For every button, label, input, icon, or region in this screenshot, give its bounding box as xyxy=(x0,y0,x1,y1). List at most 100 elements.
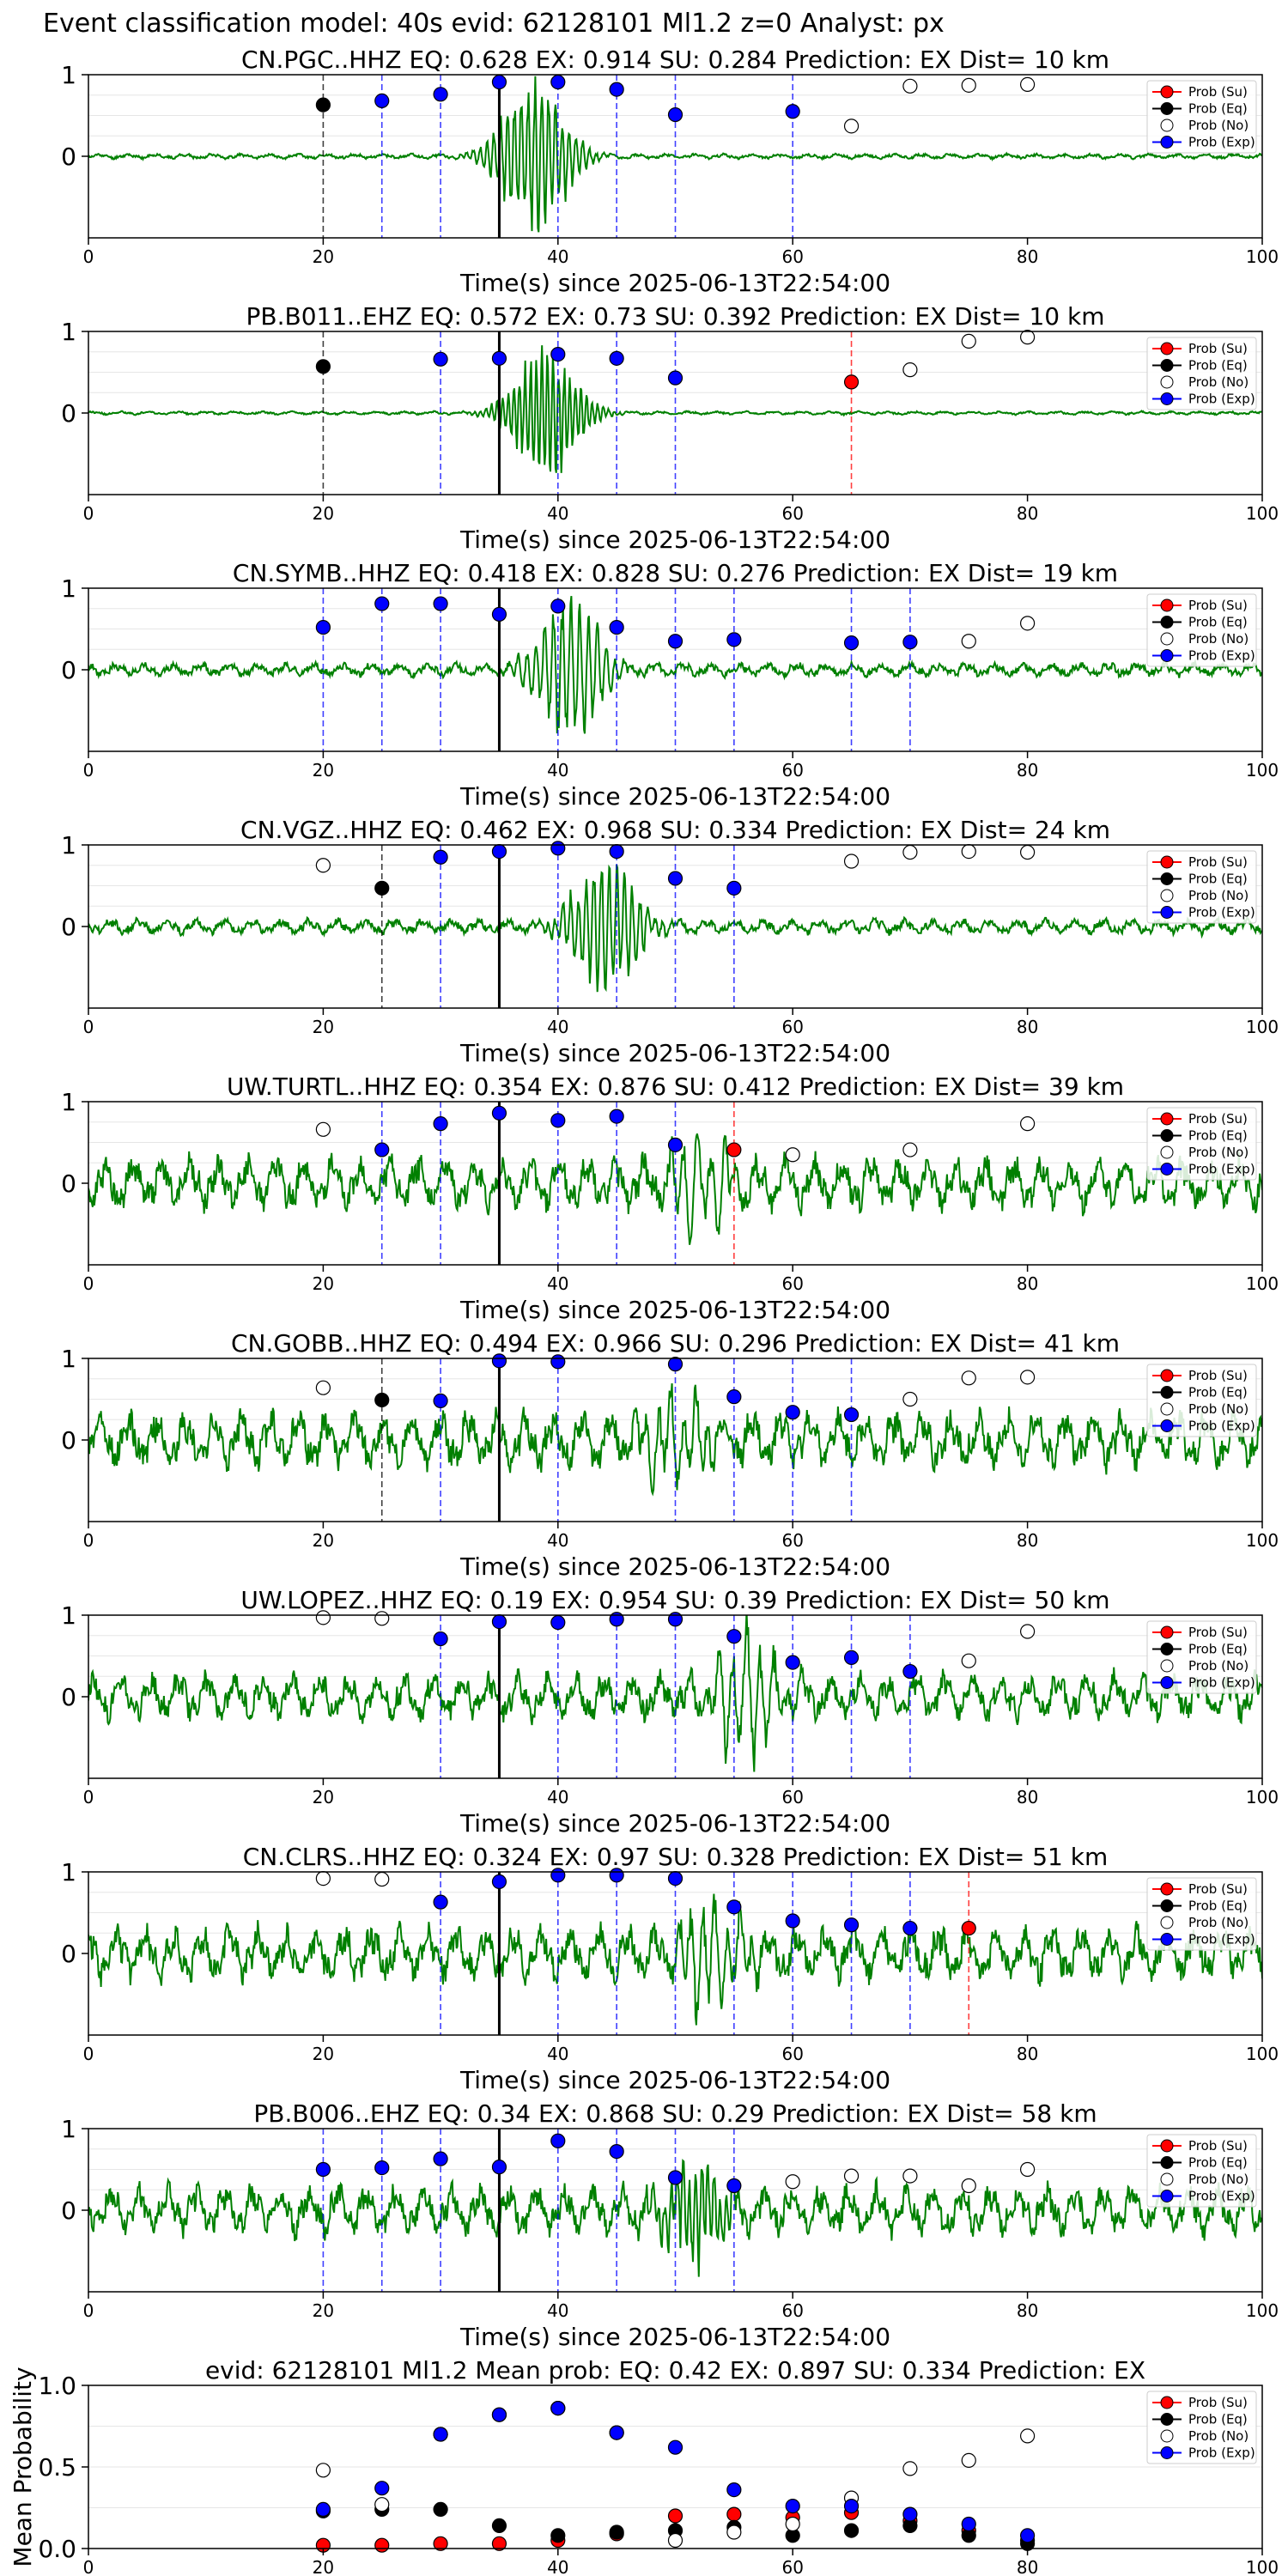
x-tick-label: 80 xyxy=(1017,1273,1038,1294)
x-tick-label: 20 xyxy=(313,2557,334,2576)
mean-point-no xyxy=(1019,2428,1036,2444)
x-tick-label: 40 xyxy=(547,246,568,267)
prob-point-exp xyxy=(843,635,860,651)
prob-point-exp xyxy=(785,1913,800,1929)
y-tick-label: 1 xyxy=(61,1088,76,1116)
legend-label-su: Prob (Su) xyxy=(1188,598,1248,613)
legend-box xyxy=(1146,1364,1257,1437)
legend-label-su: Prob (Su) xyxy=(1188,1368,1248,1383)
panel-10: evid: 62128101 Ml1.2 Mean prob: EQ: 0.42… xyxy=(9,2356,1279,2576)
prob-point-exp xyxy=(491,2160,507,2175)
x-tick-label: 40 xyxy=(547,1530,568,1551)
legend-marker-no xyxy=(1160,1402,1174,1416)
x-tick-label: 100 xyxy=(1246,1273,1279,1294)
legend-label-exp: Prob (Exp) xyxy=(1188,135,1255,150)
prob-point-exp xyxy=(609,843,624,860)
prob-point-exp xyxy=(785,1655,800,1670)
mean-point-no xyxy=(902,2461,918,2476)
prob-point-exp xyxy=(609,619,624,635)
prob-point-exp xyxy=(374,1142,390,1157)
prob-point-no xyxy=(902,2168,918,2184)
prob-point-eq xyxy=(374,880,390,896)
plot-area xyxy=(88,75,1262,238)
waveform-line xyxy=(88,345,1262,473)
prob-point-no xyxy=(785,1147,800,1163)
legend-label-exp: Prob (Exp) xyxy=(1188,1932,1255,1947)
panel-2: PB.B011..EHZ EQ: 0.572 EX: 0.73 SU: 0.39… xyxy=(61,302,1279,554)
mean-point-eq xyxy=(550,2528,566,2543)
prob-point-su xyxy=(726,1142,742,1157)
mean-point-exp xyxy=(609,2425,624,2440)
prob-point-exp xyxy=(726,2178,742,2194)
legend-label-eq: Prob (Eq) xyxy=(1188,2155,1248,2171)
plot-area xyxy=(88,845,1262,1008)
prob-point-exp xyxy=(785,1405,800,1420)
legend-marker-eq xyxy=(1160,1386,1174,1399)
legend-marker-eq xyxy=(1160,2413,1174,2426)
panel-8: CN.CLRS..HHZ EQ: 0.324 EX: 0.97 SU: 0.32… xyxy=(61,1843,1279,2094)
mean-point-no xyxy=(961,2452,976,2468)
prob-point-exp xyxy=(667,1871,683,1886)
legend-label-eq: Prob (Eq) xyxy=(1188,101,1248,117)
mean-point-exp xyxy=(667,2439,683,2455)
mean-point-exp xyxy=(961,2516,976,2532)
x-tick-label: 80 xyxy=(1017,2044,1038,2064)
legend-marker-eq xyxy=(1160,872,1174,885)
x-tick-label: 0 xyxy=(83,1530,94,1551)
prob-point-exp xyxy=(491,1874,507,1889)
panel-title: CN.VGZ..HHZ EQ: 0.462 EX: 0.968 SU: 0.33… xyxy=(240,816,1110,844)
prob-point-no xyxy=(961,2178,976,2194)
legend-label-exp: Prob (Exp) xyxy=(1188,1675,1255,1691)
legend-marker-eq xyxy=(1160,1129,1174,1142)
prob-point-exp xyxy=(902,1663,918,1680)
prob-point-exp xyxy=(902,1920,918,1936)
prob-point-exp xyxy=(550,1354,566,1370)
x-axis-label: Time(s) since 2025-06-13T22:54:00 xyxy=(459,2323,890,2351)
legend-marker-su xyxy=(1160,85,1174,99)
y-tick-label: 0.0 xyxy=(38,2535,76,2563)
prob-point-exp xyxy=(609,1612,624,1627)
y-tick-label: 0 xyxy=(61,2196,76,2225)
legend-label-exp: Prob (Exp) xyxy=(1188,1419,1255,1434)
prob-point-no xyxy=(785,2174,800,2190)
panel-title: CN.CLRS..HHZ EQ: 0.324 EX: 0.97 SU: 0.32… xyxy=(243,1843,1109,1871)
x-tick-label: 80 xyxy=(1017,1017,1038,1037)
x-tick-label: 0 xyxy=(83,1273,94,1294)
legend-label-no: Prob (No) xyxy=(1188,888,1249,903)
legend-label-no: Prob (No) xyxy=(1188,1658,1249,1674)
mean-point-su xyxy=(374,2537,390,2553)
prob-point-exp xyxy=(491,1353,507,1369)
x-tick-label: 0 xyxy=(83,246,94,267)
prob-point-exp xyxy=(491,606,507,623)
x-axis-label: Time(s) since 2025-06-13T22:54:00 xyxy=(459,1552,890,1581)
legend-box xyxy=(1146,1620,1257,1694)
y-tick-label: 0 xyxy=(61,1170,76,1198)
mean-point-eq xyxy=(433,2501,448,2517)
prob-point-exp xyxy=(433,1116,448,1132)
plot-area xyxy=(88,588,1262,751)
legend-marker-no xyxy=(1160,2172,1174,2186)
x-axis-label: Time(s) since 2025-06-13T22:54:00 xyxy=(459,1809,890,1838)
x-tick-label: 100 xyxy=(1246,760,1279,781)
x-tick-label: 80 xyxy=(1017,1530,1038,1551)
prob-point-no xyxy=(315,1121,331,1137)
prob-point-no xyxy=(374,1871,390,1887)
prob-point-exp xyxy=(433,1894,448,1910)
x-tick-label: 60 xyxy=(781,2044,803,2064)
prob-point-exp xyxy=(667,1357,683,1372)
x-tick-label: 0 xyxy=(83,2300,94,2321)
legend-label-su: Prob (Su) xyxy=(1188,2395,1248,2410)
legend-label-exp: Prob (Exp) xyxy=(1188,1162,1255,1177)
x-tick-label: 100 xyxy=(1246,2044,1279,2064)
prob-point-exp xyxy=(315,619,331,635)
prob-point-exp xyxy=(550,841,566,856)
x-tick-label: 100 xyxy=(1246,503,1279,524)
prob-point-no xyxy=(315,858,331,873)
mean-point-exp xyxy=(843,2499,860,2514)
prob-point-exp xyxy=(550,1614,566,1631)
mean-point-exp xyxy=(433,2427,448,2442)
x-tick-label: 80 xyxy=(1017,503,1038,524)
panel-1: CN.PGC..HHZ EQ: 0.628 EX: 0.914 SU: 0.28… xyxy=(61,46,1279,297)
legend-label-eq: Prob (Eq) xyxy=(1188,2412,1248,2427)
legend-marker-su xyxy=(1160,1369,1174,1382)
